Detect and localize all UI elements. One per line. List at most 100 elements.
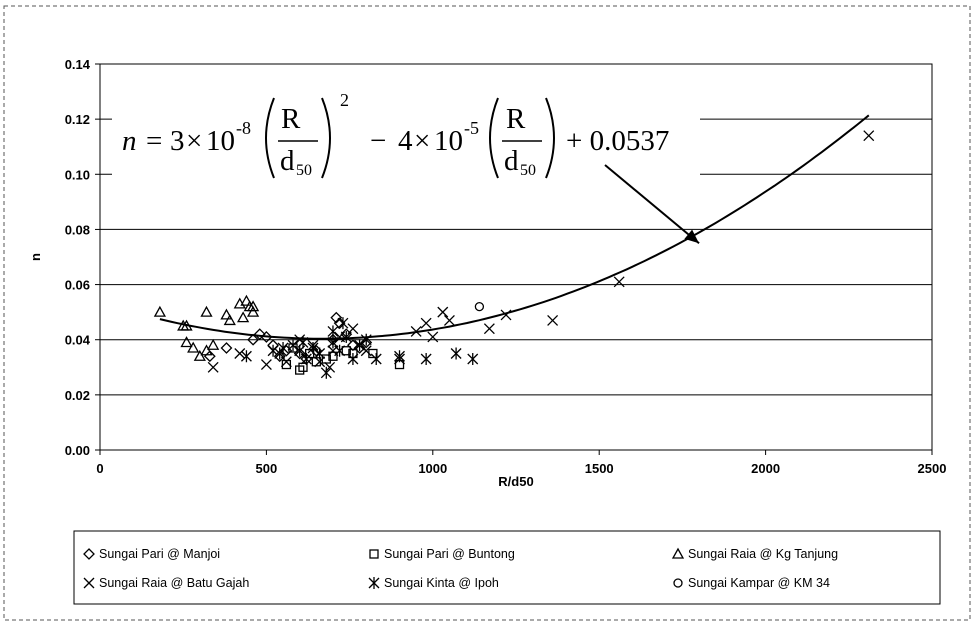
point-diamond bbox=[220, 342, 233, 354]
legend-marker-square bbox=[369, 549, 379, 559]
point-diamond bbox=[330, 311, 343, 324]
point-asterisk bbox=[337, 317, 349, 330]
point-triangle bbox=[236, 311, 250, 323]
point-square bbox=[328, 351, 338, 361]
point-square bbox=[295, 365, 305, 375]
eq-exp2: -5 bbox=[464, 118, 479, 138]
point-asterisk bbox=[327, 325, 339, 338]
point-square bbox=[305, 348, 315, 359]
point-triangle bbox=[193, 349, 206, 361]
outer-border bbox=[3, 5, 971, 621]
point-x bbox=[420, 317, 432, 329]
point-asterisk bbox=[277, 341, 289, 354]
point-diamond bbox=[260, 331, 273, 343]
point-x bbox=[360, 345, 372, 357]
point-x bbox=[314, 356, 326, 368]
x-axis-ticks: 0 500 1000 1500 2000 2500 bbox=[96, 450, 946, 476]
point-asterisk bbox=[394, 350, 405, 363]
legend-item-ipoh: Sungai Kinta @ Ipoh bbox=[368, 576, 499, 590]
x-tick-label: 500 bbox=[256, 461, 278, 476]
point-triangle bbox=[207, 338, 220, 350]
eq-ten1: 10 bbox=[206, 125, 235, 157]
eq-times1: × bbox=[186, 125, 202, 157]
point-x bbox=[427, 331, 439, 343]
eq-times2: × bbox=[414, 125, 430, 157]
legend-marker-circle bbox=[673, 578, 683, 588]
x-tick-label: 2000 bbox=[751, 461, 780, 476]
legend-label-buntong: Sungai Pari @ Buntong bbox=[384, 547, 515, 561]
point-asterisk bbox=[467, 353, 479, 366]
y-tick-label: 0.04 bbox=[65, 333, 91, 348]
point-asterisk bbox=[334, 344, 346, 357]
legend-symbol-x bbox=[83, 577, 95, 589]
point-asterisk bbox=[320, 366, 332, 379]
point-triangle bbox=[187, 341, 200, 353]
point-triangle bbox=[180, 336, 193, 348]
y-axis-ticks: 0.00 0.02 0.04 0.06 0.08 0.10 0.12 0.14 bbox=[65, 57, 100, 458]
point-asterisk bbox=[240, 350, 252, 363]
point-diamond bbox=[353, 342, 366, 354]
legend-marker-diamond bbox=[83, 548, 95, 560]
y-tick-label: 0.08 bbox=[65, 222, 90, 237]
point-x bbox=[500, 309, 512, 321]
point-x bbox=[234, 348, 246, 359]
legend-box bbox=[73, 530, 941, 605]
legend-symbol-triangle bbox=[671, 547, 685, 559]
point-asterisk bbox=[420, 353, 432, 366]
point-triangle bbox=[220, 308, 233, 320]
point-asterisk bbox=[354, 339, 366, 352]
eq-coef2: 4 bbox=[398, 125, 413, 157]
legend-item-kg-tanjung: Sungai Raia @ Kg Tanjung bbox=[671, 547, 838, 561]
eq-paren-open-2 bbox=[489, 97, 499, 179]
point-x bbox=[437, 306, 449, 318]
legend-label-ipoh: Sungai Kinta @ Ipoh bbox=[384, 576, 499, 590]
x-tick-label: 2500 bbox=[918, 461, 947, 476]
trendline-path bbox=[159, 114, 870, 340]
legend-symbol-circle bbox=[673, 578, 683, 588]
point-asterisk bbox=[314, 347, 326, 360]
eq-frac1-num: R bbox=[281, 103, 301, 135]
equation-background bbox=[112, 88, 700, 180]
point-diamond bbox=[253, 328, 266, 341]
legend-item-batu-gajah: Sungai Raia @ Batu Gajah bbox=[83, 576, 249, 590]
eq-minus: − bbox=[370, 125, 386, 157]
x-tick-label: 1500 bbox=[585, 461, 614, 476]
data-points bbox=[153, 130, 875, 379]
y-tick-label: 0.10 bbox=[65, 167, 90, 182]
eq-ten2: 10 bbox=[434, 125, 463, 157]
point-triangle bbox=[153, 305, 167, 317]
point-asterisk bbox=[300, 353, 312, 366]
x-tick-label: 1000 bbox=[418, 461, 447, 476]
legend-marker-asterisk bbox=[368, 577, 380, 589]
point-x bbox=[207, 361, 219, 373]
point-x bbox=[443, 314, 455, 326]
legend-label-kg-tanjung: Sungai Raia @ Kg Tanjung bbox=[688, 547, 838, 561]
eq-paren-open-1 bbox=[265, 97, 275, 179]
point-triangle bbox=[200, 305, 213, 317]
eq-paren-close-1 bbox=[321, 97, 331, 179]
legend-symbol-diamond bbox=[83, 548, 95, 560]
eq-frac1-sub: 50 bbox=[296, 162, 312, 179]
point-x bbox=[483, 323, 495, 335]
point-circle bbox=[474, 301, 485, 312]
point-triangle bbox=[200, 344, 213, 356]
eq-frac2-sub: 50 bbox=[520, 162, 536, 179]
point-x bbox=[863, 130, 875, 142]
eq-equals: = bbox=[146, 125, 162, 157]
legend-item-manjoi: Sungai Pari @ Manjoi bbox=[83, 547, 220, 561]
x-tick-label: 0 bbox=[96, 461, 103, 476]
annotation-arrow bbox=[604, 164, 700, 244]
legend-item-kampar: Sungai Kampar @ KM 34 bbox=[673, 576, 830, 590]
legend-marker-triangle bbox=[671, 547, 685, 559]
point-x bbox=[347, 323, 359, 335]
eq-paren-close-2 bbox=[545, 97, 555, 179]
point-square bbox=[341, 346, 351, 356]
point-x bbox=[410, 325, 422, 337]
point-diamond bbox=[247, 333, 260, 346]
arrow-shaft bbox=[604, 164, 700, 244]
legend: Sungai Pari @ Manjoi Sungai Pari @ Bunto… bbox=[73, 530, 941, 605]
trendline bbox=[159, 114, 870, 340]
point-asterisk bbox=[347, 353, 359, 366]
